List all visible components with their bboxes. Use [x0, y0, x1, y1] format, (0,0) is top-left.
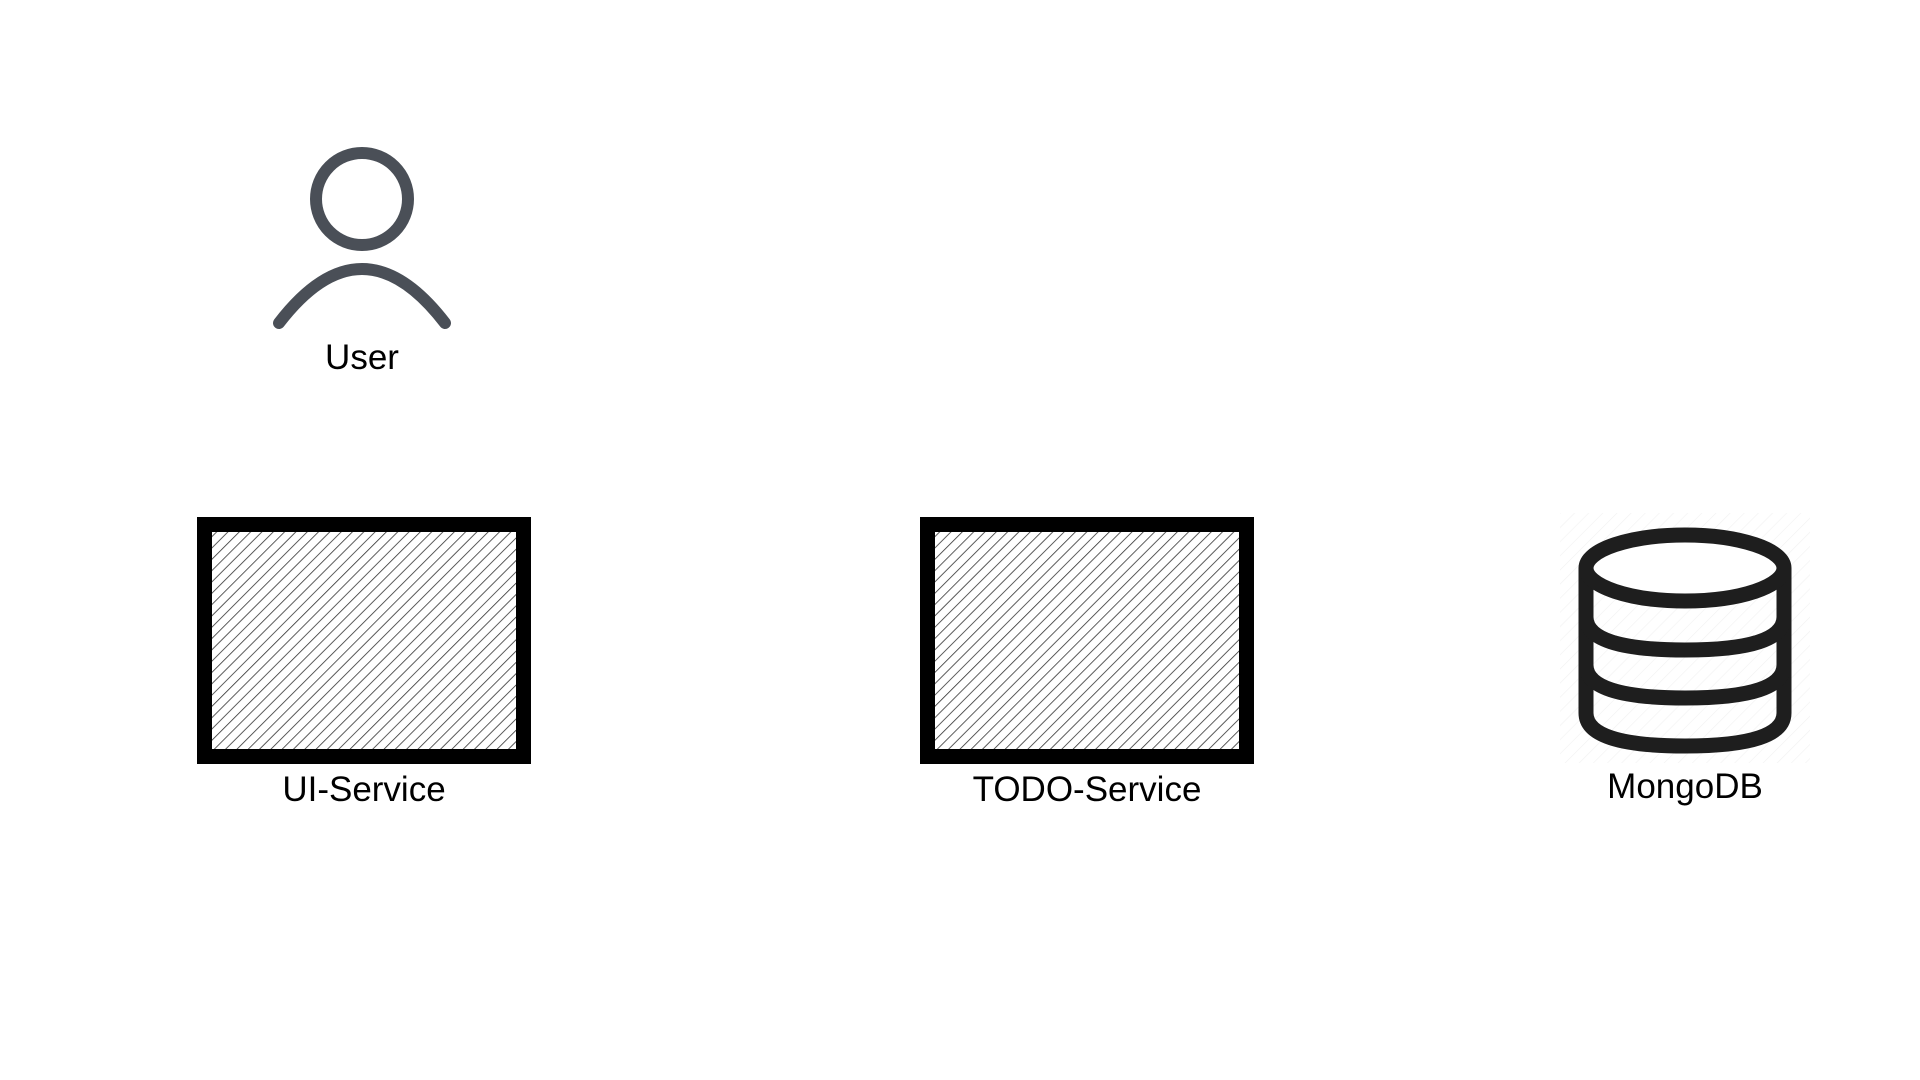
todo-service-node[interactable]: TODO-Service: [920, 517, 1254, 810]
database-icon: [1560, 513, 1810, 763]
user-icon: [273, 147, 451, 329]
service-box-icon: [920, 517, 1254, 764]
user-label: User: [325, 338, 399, 377]
user-node[interactable]: User: [262, 145, 462, 378]
mongodb-node[interactable]: MongoDB: [1560, 513, 1810, 807]
todo-service-label: TODO-Service: [972, 770, 1202, 809]
mongodb-label: MongoDB: [1607, 767, 1763, 806]
service-box-icon: [197, 517, 531, 764]
ui-service-label: UI-Service: [282, 770, 446, 809]
ui-service-node[interactable]: UI-Service: [197, 517, 531, 810]
